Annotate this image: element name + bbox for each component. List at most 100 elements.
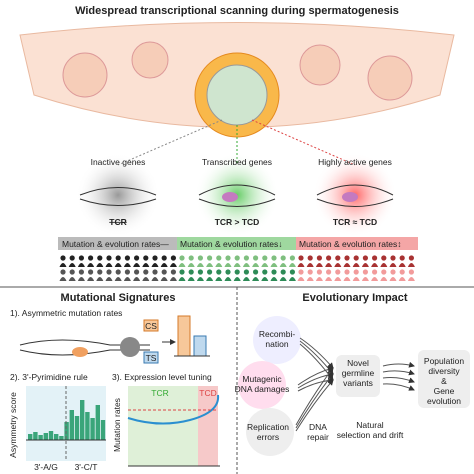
person-head <box>390 255 396 261</box>
person-head <box>88 269 94 275</box>
rate-curve <box>127 394 220 425</box>
person-head <box>326 255 332 261</box>
cell <box>62 52 108 98</box>
cell <box>299 44 341 86</box>
person-head <box>115 255 121 261</box>
dna <box>79 187 157 206</box>
arrow <box>295 379 334 432</box>
person-head <box>188 269 194 275</box>
asym-bar <box>64 422 69 440</box>
person-head <box>243 255 249 261</box>
person-head <box>289 269 295 275</box>
person-head <box>280 255 286 261</box>
person-body <box>389 263 397 267</box>
person-body <box>325 277 333 281</box>
arrow <box>295 373 334 429</box>
section-title: Mutational Signatures <box>61 292 176 304</box>
ts-bar <box>193 335 207 357</box>
asym-bar <box>74 416 80 440</box>
person-body <box>233 277 241 281</box>
variants-box <box>336 355 380 397</box>
tcr-label: TCR <box>151 388 168 398</box>
person-head <box>60 269 66 275</box>
person-head <box>124 255 130 261</box>
person-body <box>343 277 351 281</box>
person-head <box>216 255 222 261</box>
person-body <box>187 263 195 267</box>
person-body <box>352 263 360 267</box>
person-body <box>325 263 333 267</box>
source: Replication errors <box>247 422 289 442</box>
person-head <box>197 255 203 261</box>
person-body <box>306 277 314 281</box>
person-body <box>151 277 159 281</box>
person-head <box>60 255 66 261</box>
person-head <box>161 255 167 261</box>
person-body <box>169 277 177 281</box>
repair-label: TCR ≈ TCD <box>333 217 377 227</box>
outcome: Population diversity & Gene evolution <box>424 356 464 406</box>
ts-box <box>143 351 159 364</box>
person-body <box>233 263 241 267</box>
person-body <box>178 263 186 267</box>
person-head <box>271 255 277 261</box>
cs-box <box>143 319 159 332</box>
person-body <box>279 263 287 267</box>
nucleus <box>206 64 268 126</box>
person-body <box>297 277 305 281</box>
rates-box <box>177 237 297 250</box>
cell <box>131 41 169 79</box>
person-body <box>407 263 415 267</box>
asym-bar <box>80 400 85 440</box>
person-body <box>87 263 95 267</box>
person-body <box>288 277 296 281</box>
person-head <box>262 255 268 261</box>
panel-label: Inactive genes <box>91 157 146 167</box>
person-head <box>298 269 304 275</box>
person-body <box>315 263 323 267</box>
person-body <box>297 263 305 267</box>
person-head <box>243 269 249 275</box>
panel-label: Highly active genes <box>318 157 392 167</box>
person-body <box>288 263 296 267</box>
cell <box>367 55 413 101</box>
person-body <box>270 277 278 281</box>
outcome-box <box>418 350 470 408</box>
asym-bar <box>38 435 43 440</box>
axis-label: Mutation rates <box>112 398 122 452</box>
person-head <box>381 255 387 261</box>
person-head <box>372 269 378 275</box>
asym-bar <box>85 412 90 440</box>
person-head <box>316 255 322 261</box>
person-body <box>114 277 122 281</box>
person-body <box>315 277 323 281</box>
asym-bar <box>48 431 54 440</box>
person-head <box>234 269 240 275</box>
person-head <box>353 269 359 275</box>
dna <box>198 184 276 207</box>
ts-label: TS <box>146 353 157 363</box>
person-head <box>335 255 341 261</box>
person-body <box>169 263 177 267</box>
person-body <box>224 263 232 267</box>
selection: Natural selection and drift <box>337 420 404 440</box>
person-body <box>206 263 214 267</box>
person-head <box>97 269 103 275</box>
person-head <box>143 255 149 261</box>
connector <box>117 119 223 166</box>
person-body <box>343 263 351 267</box>
person-head <box>344 269 350 275</box>
rates-label: Mutation & evolution rates— <box>62 239 169 249</box>
person-body <box>215 277 223 281</box>
person-head <box>298 255 304 261</box>
tcd-label: TCD <box>199 388 216 398</box>
rates-label: Mutation & evolution rates↕ <box>299 239 402 249</box>
tcr-zone <box>128 386 198 466</box>
person-body <box>142 263 150 267</box>
person-body <box>361 263 369 267</box>
person-body <box>96 277 104 281</box>
person-body <box>151 263 159 267</box>
dna <box>19 339 150 356</box>
person-head <box>134 269 140 275</box>
asym-bar <box>59 436 64 440</box>
